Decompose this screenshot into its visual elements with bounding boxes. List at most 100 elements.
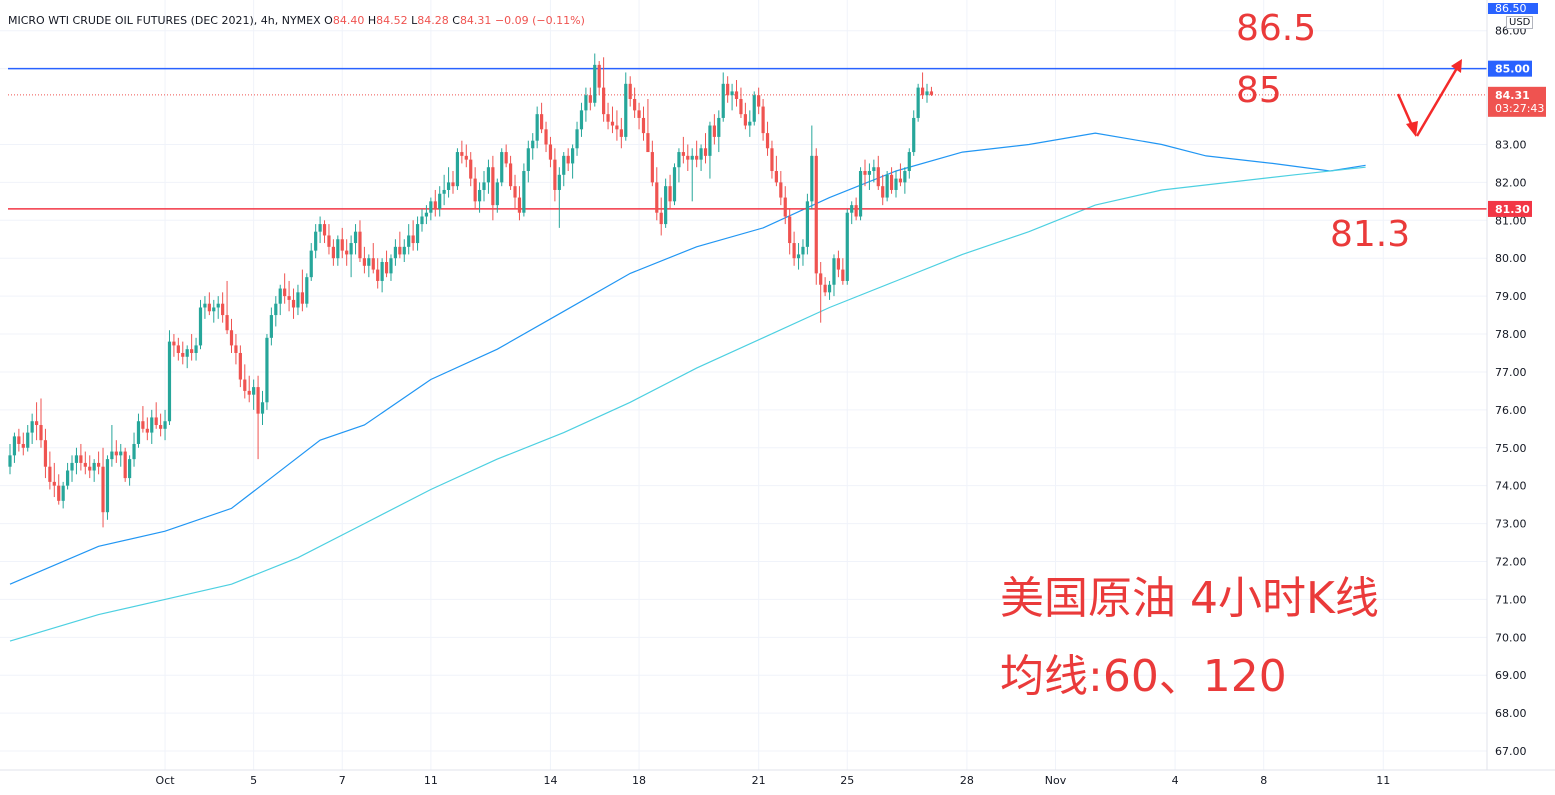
candle-body: [287, 296, 291, 300]
candle-body: [438, 193, 442, 209]
high-label: H: [367, 14, 377, 27]
y-tick-label: 78.00: [1495, 328, 1527, 341]
y-tick-label: 76.00: [1495, 404, 1527, 417]
candle-body: [881, 186, 885, 198]
candle-body: [748, 121, 752, 126]
price-tag-resistance: [1488, 60, 1532, 77]
price-tag-countdown: 03:27:43: [1495, 102, 1544, 115]
y-tick-label: 79.00: [1495, 290, 1527, 303]
candle-body: [579, 110, 584, 130]
symbol-header: MICRO WTI CRUDE OIL FUTURES (DEC 2021), …: [8, 14, 585, 27]
candle-body: [508, 163, 513, 187]
candle-body: [207, 303, 211, 312]
candle-body: [336, 239, 340, 259]
candle-body: [672, 167, 677, 202]
candle-body: [548, 144, 553, 160]
candle-body: [429, 201, 433, 213]
y-tick-label: 68.00: [1495, 707, 1527, 720]
candle-body: [584, 95, 588, 111]
x-tick-label: 8: [1260, 774, 1267, 787]
candle-body: [513, 186, 517, 198]
candle-body: [203, 303, 207, 308]
candle-body: [114, 451, 118, 456]
candle-body: [469, 159, 473, 179]
x-tick-label: 18: [632, 774, 646, 787]
y-tick-label: 74.00: [1495, 480, 1527, 493]
candle-body: [61, 485, 65, 501]
candle-body: [566, 155, 570, 164]
candle-body: [318, 224, 322, 232]
candle-body: [402, 246, 406, 255]
candle-body: [619, 129, 623, 137]
candle-body: [792, 243, 796, 259]
candle-body: [872, 167, 876, 172]
candle-body: [65, 470, 70, 486]
candle-body: [473, 178, 477, 202]
candle-body: [477, 189, 482, 202]
currency-button[interactable]: USD: [1506, 16, 1534, 29]
candle-body: [553, 159, 557, 190]
candle-body: [920, 87, 925, 96]
y-tick-label: 81.00: [1495, 214, 1527, 227]
candle-body: [854, 205, 858, 217]
candle-body: [123, 451, 127, 479]
candle-body: [39, 425, 43, 441]
x-tick-label: 21: [752, 774, 766, 787]
candle-body: [371, 258, 375, 270]
candle-body: [721, 83, 725, 118]
grid: [0, 0, 1487, 770]
candle-body: [929, 91, 934, 95]
candle-body: [340, 239, 344, 251]
y-tick-label: 73.00: [1495, 518, 1527, 531]
candle-body: [145, 428, 149, 433]
annotation-arrows: [1396, 59, 1462, 137]
candle-body: [845, 212, 849, 281]
candle-body: [243, 379, 247, 391]
candle-body: [774, 171, 778, 183]
high-value: 84.52: [376, 14, 408, 27]
candle-body: [889, 174, 894, 190]
annotation-85: 85: [1236, 70, 1282, 111]
price-tag-last: [1488, 86, 1546, 117]
candle-body: [349, 243, 353, 255]
candle-body: [83, 462, 87, 467]
candle-body: [384, 262, 389, 274]
candle-body: [637, 110, 641, 118]
candle-body: [163, 421, 167, 429]
y-tick-label: 82.00: [1495, 176, 1527, 189]
candle-body: [256, 387, 260, 414]
candle-body: [765, 133, 770, 149]
time-axis: Oct 5 7 11 14 18 21 25 28 Nov 4 8 11: [156, 774, 1391, 787]
x-tick-label: 11: [1376, 774, 1390, 787]
x-tick-label: 25: [840, 774, 854, 787]
x-tick-label: 14: [543, 774, 557, 787]
candle-body: [322, 224, 327, 236]
candle-body: [225, 315, 229, 331]
candle-body: [327, 235, 331, 247]
candle-body: [190, 349, 194, 353]
candle-body: [132, 443, 136, 460]
candle-body: [212, 307, 216, 312]
candle-body: [796, 254, 801, 259]
candle-body: [571, 148, 575, 164]
candle-body: [770, 148, 774, 172]
candle-body: [814, 155, 818, 274]
candle-body: [48, 466, 52, 482]
candle-body: [97, 462, 101, 467]
x-tick-label: Oct: [156, 774, 176, 787]
candle-body: [628, 83, 632, 99]
change-value: −0.09 (−0.11%): [494, 14, 585, 27]
candle-body: [79, 455, 83, 463]
candle-body: [863, 171, 867, 175]
y-tick-label: 67.00: [1495, 745, 1527, 758]
candle-body: [898, 178, 903, 183]
arrow-down-icon: [1396, 93, 1415, 129]
candles: [8, 53, 934, 528]
candle-body: [832, 258, 836, 285]
candle-body: [305, 277, 309, 304]
y-tick-label: 80.00: [1495, 252, 1527, 265]
candle-body: [238, 352, 242, 380]
candle-body: [101, 466, 105, 513]
